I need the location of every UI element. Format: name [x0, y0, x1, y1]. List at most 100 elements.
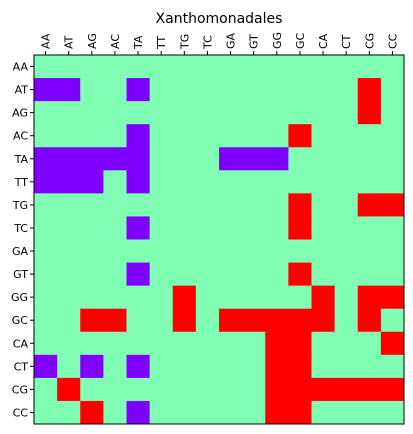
heatmap-cell-CG-GG	[265, 377, 289, 402]
heatmap-cell-AC-GT	[242, 124, 266, 148]
heatmap-cell-GC-GC	[288, 308, 312, 333]
x-tick-label: GG	[271, 32, 284, 49]
heatmap-cell-CT-GG	[265, 354, 289, 379]
heatmap-cell-GT-GT	[242, 262, 266, 287]
heatmap-cell-CC-AT	[57, 400, 81, 425]
heatmap-cell-CT-GA	[219, 354, 243, 379]
heatmap-cell-TG-GA	[219, 193, 243, 217]
heatmap-cell-AG-TG	[172, 101, 197, 125]
heatmap-cell-TC-CA	[311, 216, 336, 240]
heatmap-cell-AC-TT	[149, 124, 174, 148]
y-tick-label: CC	[13, 406, 29, 419]
heatmap-cell-CA-AC	[103, 331, 127, 356]
heatmap-cell-AA-GT	[242, 55, 266, 79]
heatmap-cell-AG-CT	[334, 101, 359, 125]
x-tick-label: CA	[317, 33, 330, 49]
x-tick-label: GT	[248, 34, 261, 49]
heatmap-cell-AA-AA	[34, 55, 58, 79]
heatmap-cell-GG-CC	[380, 285, 405, 310]
y-tick-label: CG	[12, 383, 28, 396]
heatmap-cell-GA-TT	[149, 239, 174, 263]
heatmap-cell-AA-TT	[149, 55, 174, 79]
y-tick-labels: AA AT AG AC TA TT TG TC GA GT GG GC CA CT CG CC	[11, 61, 34, 419]
heatmap-cell-AA-CG	[357, 55, 382, 79]
heatmap-cell-TA-TC	[195, 147, 220, 171]
x-tick-label: TA	[132, 35, 145, 50]
heatmap-cell-GT-AA	[34, 262, 58, 287]
heatmap-cell-AC-CT	[334, 124, 359, 148]
heatmap-cell-AA-AG	[80, 55, 104, 79]
heatmap-cell-TC-AT	[57, 216, 81, 240]
heatmap-cell-TC-GG	[265, 216, 289, 240]
x-tick-label: TG	[178, 34, 191, 50]
heatmap-cell-CG-TA	[126, 377, 151, 402]
x-tick-label: GC	[294, 32, 307, 49]
heatmap-cell-GT-TG	[172, 262, 197, 287]
heatmap-cell-GA-AA	[34, 239, 58, 263]
y-tick-label: GT	[13, 268, 28, 281]
x-tick-label: CT	[340, 34, 353, 49]
heatmap-cell-CC-GA	[219, 400, 243, 425]
heatmap-cell-CC-TT	[149, 400, 174, 425]
heatmap-cell-TT-CA	[311, 170, 336, 194]
y-tick-label: TT	[14, 176, 29, 189]
heatmap-cell-CC-TG	[172, 400, 197, 425]
heatmap-cell-TG-AC	[103, 193, 127, 217]
heatmap-cell-AG-GC	[288, 101, 312, 125]
heatmap-cell-TA-CC	[380, 147, 405, 171]
heatmap-cell-GC-CC	[380, 308, 405, 333]
x-tick-label: CG	[363, 33, 376, 49]
heatmap-cell-CC-GG	[265, 400, 289, 425]
heatmap-cell-TA-AG	[80, 147, 104, 171]
heatmap-cell-TC-AG	[80, 216, 104, 240]
heatmap-cell-AT-CA	[311, 78, 336, 102]
heatmap-cell-AG-CC	[380, 101, 405, 125]
heatmap-cell-CT-CG	[357, 354, 382, 379]
heatmap-cell-TA-TA	[126, 147, 151, 171]
heatmap-cell-CG-GT	[242, 377, 266, 402]
heatmap-cell-CC-CC	[380, 400, 405, 425]
heatmap-cell-TA-GT	[242, 147, 266, 171]
y-tick-label: AC	[13, 130, 28, 143]
heatmap-cell-TA-TG	[172, 147, 197, 171]
heatmap-cell-AA-AT	[57, 55, 81, 79]
heatmap-cell-CA-CC	[380, 331, 405, 356]
heatmap-cell-GG-CG	[357, 285, 382, 310]
heatmap-cell-TC-AC	[103, 216, 127, 240]
heatmap-cell-TC-CG	[357, 216, 382, 240]
heatmap-cell-AG-TT	[149, 101, 174, 125]
heatmap-cell-GA-AC	[103, 239, 127, 263]
heatmap-cell-CG-TC	[195, 377, 220, 402]
heatmap-cell-CA-GA	[219, 331, 243, 356]
heatmap-cell-AT-AA	[34, 78, 58, 102]
heatmap-cell-AA-GG	[265, 55, 289, 79]
heatmap-cell-CA-AG	[80, 331, 104, 356]
heatmap-cell-GC-AA	[34, 308, 58, 333]
heatmap-cell-GC-TT	[149, 308, 174, 333]
heatmap-cell-AA-TC	[195, 55, 220, 79]
heatmap-cell-GG-AT	[57, 285, 81, 310]
y-tick-label: TC	[13, 222, 28, 235]
heatmap-cell-TG-TC	[195, 193, 220, 217]
heatmap-cell-GG-AC	[103, 285, 127, 310]
heatmap-cell-TC-GC	[288, 216, 312, 240]
heatmap-cell-AC-TA	[126, 124, 151, 148]
y-tick-label: GG	[11, 291, 28, 304]
heatmap-cell-CG-CT	[334, 377, 359, 402]
heatmap-cell-GA-AG	[80, 239, 104, 263]
heatmap-cell-CA-TA	[126, 331, 151, 356]
heatmap-cell-CC-TA	[126, 400, 151, 425]
heatmap-cell-AG-GA	[219, 101, 243, 125]
heatmap-cell-TA-CT	[334, 147, 359, 171]
heatmap-cell-TT-AG	[80, 170, 104, 194]
x-tick-label: TT	[155, 35, 168, 50]
heatmap-cell-AA-CA	[311, 55, 336, 79]
heatmap-cell-AG-CG	[357, 101, 382, 125]
heatmap-cell-CG-AC	[103, 377, 127, 402]
heatmap-cell-CG-TG	[172, 377, 197, 402]
heatmap-cell-TA-AA	[34, 147, 58, 171]
heatmap-cell-TC-CC	[380, 216, 405, 240]
heatmap-cell-GA-CC	[380, 239, 405, 263]
heatmap-cell-CT-AA	[34, 354, 58, 379]
